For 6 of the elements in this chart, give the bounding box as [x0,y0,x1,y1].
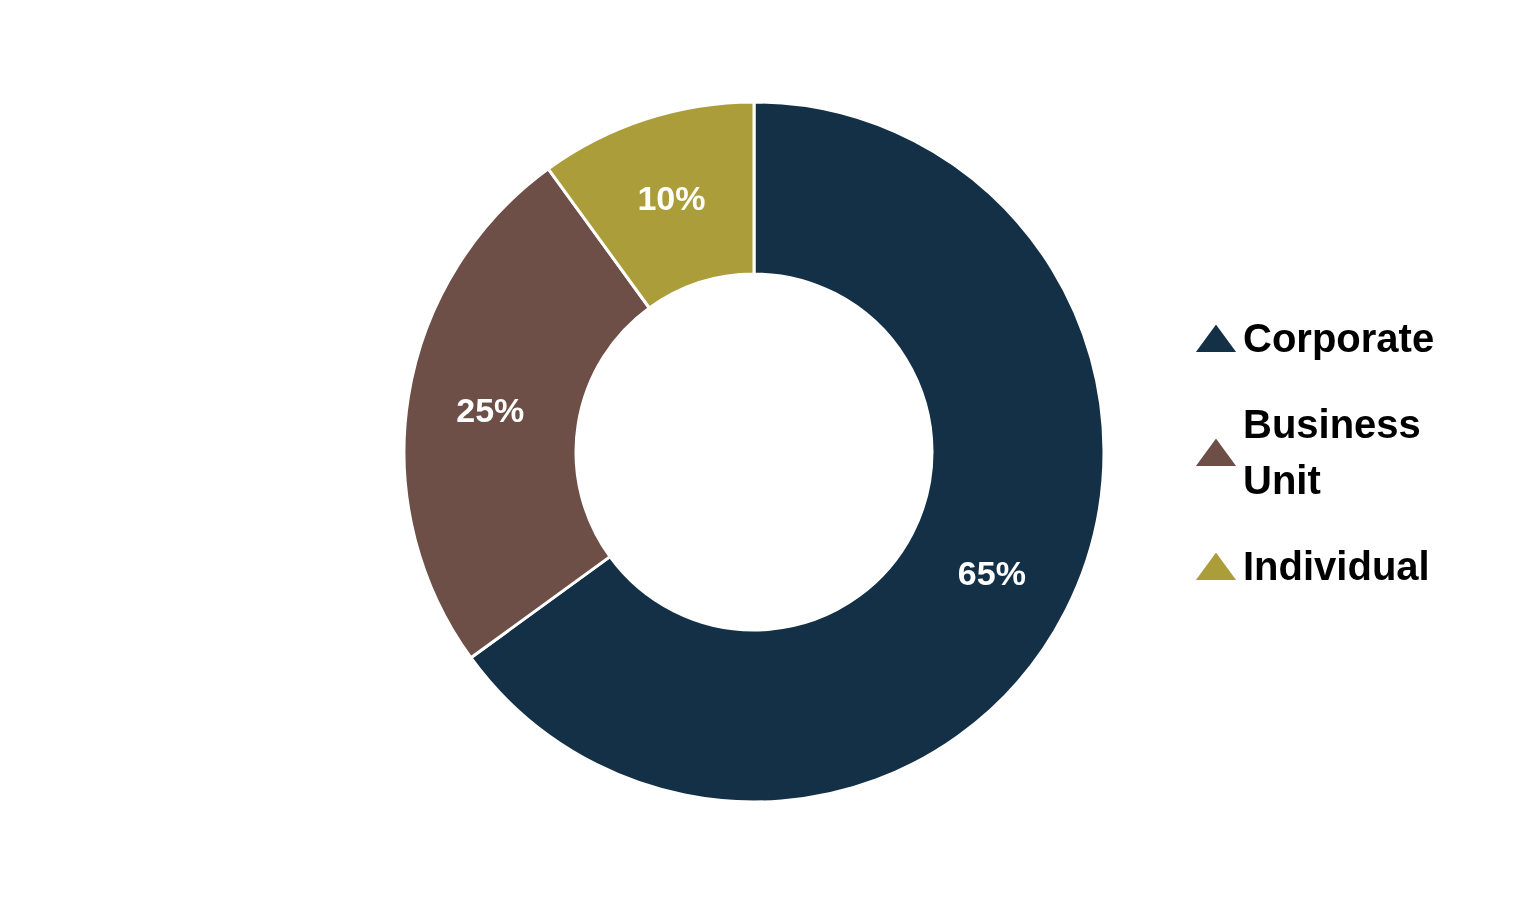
data-label: 10% [637,179,706,218]
legend-label: Business Unit [1243,402,1432,502]
legend-label: Individual [1243,544,1430,588]
legend-label: Corporate [1243,316,1435,360]
data-label: 25% [456,391,525,430]
data-label: 65% [957,554,1026,593]
